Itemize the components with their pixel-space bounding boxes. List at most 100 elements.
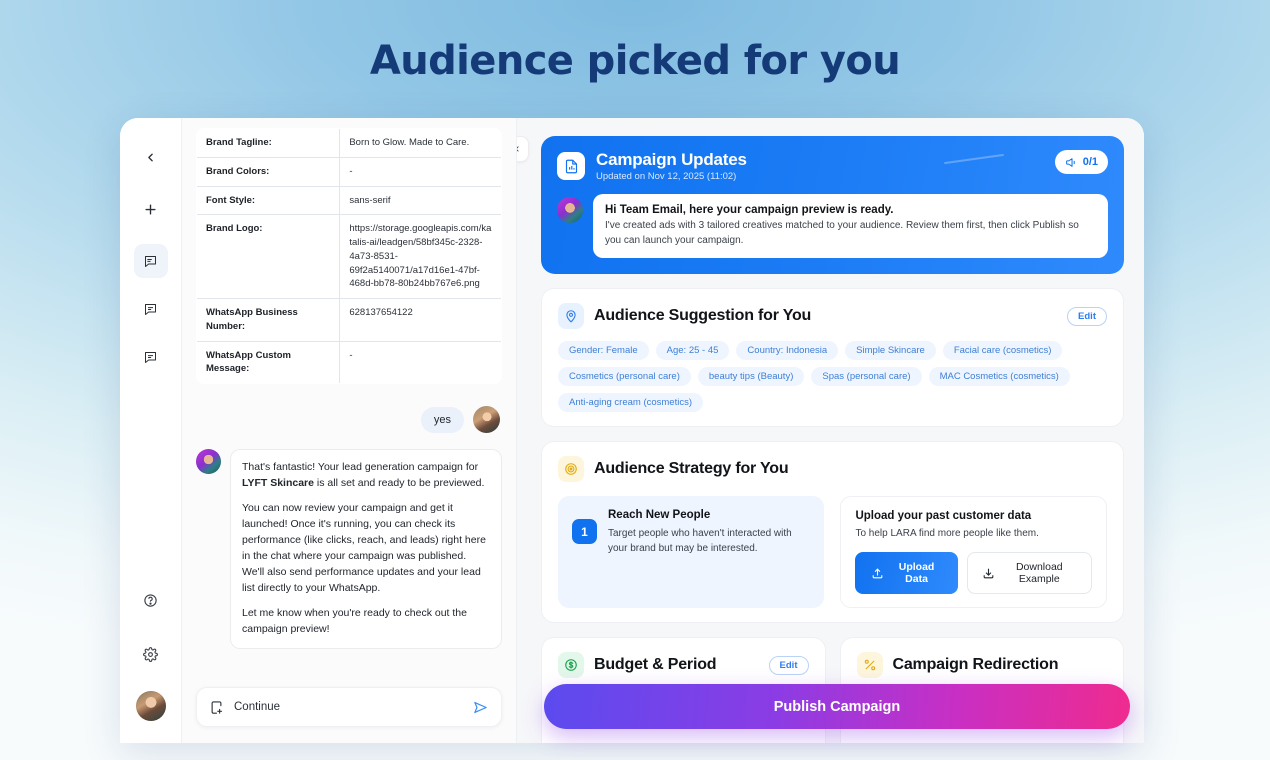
- audience-suggestion-card: Audience Suggestion for You Edit Gender:…: [541, 288, 1124, 427]
- campaign-updates-message-card: Hi Team Email, here your campaign previe…: [593, 194, 1108, 258]
- brand-info-table: Brand Tagline: Born to Glow. Made to Car…: [196, 128, 502, 385]
- bot-paragraph-3: Let me know when you're ready to check o…: [242, 606, 467, 635]
- audience-suggestion-title: Audience Suggestion for You: [594, 307, 812, 324]
- table-cell-key: Font Style:: [197, 185, 341, 216]
- status-badge-count: 0/1: [1082, 156, 1098, 168]
- bot-p1-pre: That's fantastic! Your lead generation c…: [242, 461, 479, 474]
- budget-period-title: Budget & Period: [594, 656, 717, 673]
- report-doc-icon: [557, 152, 585, 180]
- table-cell-value: 628137654122: [339, 298, 501, 342]
- collapse-sidebar-icon[interactable]: [134, 140, 168, 174]
- megaphone-icon: [1065, 156, 1078, 169]
- sidebar-item-chat-1[interactable]: [133, 244, 168, 278]
- table-cell-key: Brand Colors:: [197, 156, 341, 187]
- campaign-updates-title: Campaign Updates: [596, 150, 747, 169]
- dollar-circle-icon: [558, 652, 584, 678]
- strategy-option-text: Reach New People Target people who haven…: [608, 509, 810, 556]
- sidebar-item-chat-2[interactable]: [134, 292, 168, 326]
- bot-paragraph-2: You can now review your campaign and get…: [242, 502, 486, 594]
- assistant-avatar: [557, 197, 583, 223]
- composer-wrapper: Continue: [182, 675, 516, 743]
- bot-message-bubble: That's fantastic! Your lead generation c…: [230, 449, 502, 649]
- budget-period-header: Budget & Period Edit: [558, 652, 809, 678]
- assistant-avatar: [196, 449, 221, 475]
- campaign-updates-message-body: I've created ads with 3 tailored creativ…: [605, 220, 1079, 246]
- target-icon: [558, 456, 584, 482]
- chat-scroll-area[interactable]: Brand Tagline: Born to Glow. Made to Car…: [182, 118, 516, 675]
- table-cell-value: -: [339, 340, 501, 384]
- campaign-updates-subtitle: Updated on Nov 12, 2025 (11:02): [596, 171, 737, 182]
- audience-chip[interactable]: Age: 25 - 45: [655, 341, 730, 360]
- table-row: Brand Logo: https://storage.googleapis.c…: [197, 214, 501, 300]
- upload-data-label: Upload Data: [898, 561, 935, 585]
- table-cell-value: sans-serif: [339, 185, 501, 216]
- status-badge[interactable]: 0/1: [1054, 150, 1108, 174]
- campaign-updates-card: Campaign Updates Updated on Nov 12, 2025…: [541, 136, 1124, 274]
- bot-p1-post: is all set and ready to be previewed.: [313, 477, 485, 490]
- audience-chip[interactable]: MAC Cosmetics (cosmetics): [928, 367, 1070, 386]
- campaign-updates-message-title: Hi Team Email, here your campaign previe…: [605, 204, 894, 216]
- strategy-option-title: Reach New People: [608, 509, 711, 521]
- location-pin-icon: [558, 303, 584, 329]
- table-cell-key: WhatsApp Business Number:: [197, 298, 341, 342]
- bot-paragraph-1: That's fantastic! Your lead generation c…: [242, 460, 490, 492]
- close-icon[interactable]: ×: [517, 136, 529, 162]
- send-icon[interactable]: [472, 699, 489, 716]
- bot-message-row: That's fantastic! Your lead generation c…: [196, 449, 502, 649]
- settings-gear-icon[interactable]: [134, 637, 168, 671]
- audience-chip[interactable]: Simple Skincare: [845, 341, 936, 360]
- audience-chip[interactable]: beauty tips (Beauty): [697, 367, 805, 386]
- upload-data-button[interactable]: Upload Data: [855, 552, 958, 594]
- table-row: WhatsApp Custom Message: -: [197, 340, 501, 384]
- user-message-bubble: yes: [420, 406, 464, 433]
- user-avatar[interactable]: [135, 691, 166, 721]
- user-message-row: yes: [196, 406, 502, 434]
- audience-strategy-grid: 1 Reach New People Target people who hav…: [558, 496, 1107, 608]
- user-avatar-small: [473, 406, 500, 434]
- audience-chip[interactable]: Facial care (cosmetics): [942, 341, 1063, 360]
- download-icon: [982, 567, 995, 580]
- upload-customer-data-card: Upload your past customer data To help L…: [840, 496, 1107, 608]
- audience-chip-list: Gender: Female Age: 25 - 45 Country: Ind…: [558, 341, 1107, 412]
- audience-chip[interactable]: Cosmetics (personal care): [558, 367, 691, 386]
- audience-strategy-card: Audience Strategy for You 1 Reach New Pe…: [541, 441, 1124, 623]
- message-composer[interactable]: Continue: [196, 687, 502, 727]
- campaign-preview-panel: × Campaign Updates Updated on Nov 12, 20…: [517, 118, 1144, 743]
- chat-panel: Brand Tagline: Born to Glow. Made to Car…: [182, 118, 517, 743]
- upload-button-row: Upload Data Download Example: [855, 552, 1092, 594]
- table-cell-value: Born to Glow. Made to Care.: [339, 129, 501, 158]
- table-row: Font Style: sans-serif: [197, 185, 501, 216]
- download-example-label: Download Example: [1015, 561, 1063, 585]
- audience-chip[interactable]: Spas (personal care): [811, 367, 922, 386]
- audience-chip[interactable]: Country: Indonesia: [736, 341, 839, 360]
- table-cell-key: WhatsApp Custom Message:: [197, 340, 341, 384]
- new-chat-icon[interactable]: [134, 192, 168, 226]
- strategy-option-card[interactable]: 1 Reach New People Target people who hav…: [558, 496, 825, 608]
- table-cell-key: Brand Tagline:: [197, 129, 341, 158]
- page-title: Audience picked for you: [369, 38, 901, 84]
- campaign-updates-message: Hi Team Email, here your campaign previe…: [557, 194, 1108, 258]
- bot-p1-bold: LYFT Skincare: [242, 477, 314, 490]
- audience-strategy-title: Audience Strategy for You: [594, 460, 789, 477]
- table-row: Brand Tagline: Born to Glow. Made to Car…: [197, 129, 501, 158]
- audience-chip[interactable]: Gender: Female: [558, 341, 649, 360]
- budget-edit-button[interactable]: Edit: [768, 655, 809, 675]
- publish-campaign-button[interactable]: Publish Campaign: [544, 684, 1130, 729]
- sidebar-item-chat-3[interactable]: [134, 340, 168, 374]
- audience-chip[interactable]: Anti-aging cream (cosmetics): [558, 393, 704, 412]
- audience-strategy-header: Audience Strategy for You: [558, 456, 1107, 482]
- table-row: Brand Colors: -: [197, 156, 501, 187]
- help-icon[interactable]: [134, 583, 168, 617]
- table-row: WhatsApp Business Number: 628137654122: [197, 298, 501, 342]
- audience-suggestion-edit-button[interactable]: Edit: [1067, 306, 1107, 326]
- campaign-updates-titles: Campaign Updates Updated on Nov 12, 2025…: [596, 150, 747, 182]
- download-example-button[interactable]: Download Example: [966, 552, 1092, 594]
- strategy-option-number: 1: [572, 519, 597, 544]
- audience-suggestion-header: Audience Suggestion for You Edit: [558, 303, 1107, 329]
- add-file-icon[interactable]: [209, 700, 224, 715]
- table-cell-value: https://storage.googleapis.com/katalis-a…: [339, 214, 501, 300]
- message-input[interactable]: Continue: [234, 701, 281, 713]
- upload-title: Upload your past customer data: [855, 510, 1032, 522]
- campaign-redirection-header: Campaign Redirection: [856, 652, 1108, 678]
- strategy-option-body: Target people who haven't interacted wit…: [608, 528, 792, 554]
